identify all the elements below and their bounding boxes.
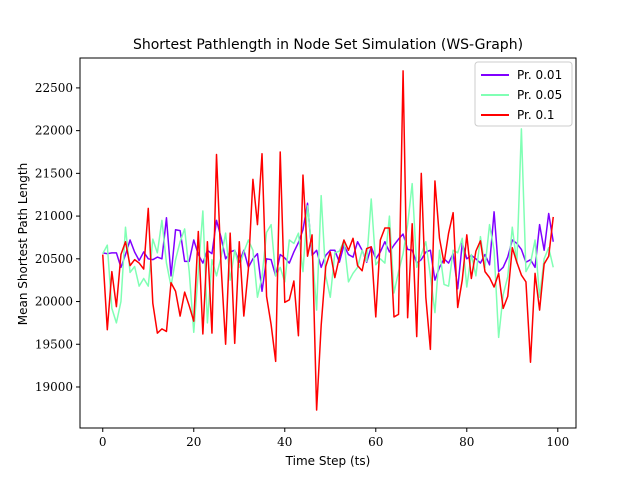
x-tick-label: 20: [186, 435, 201, 449]
x-tick-label: 40: [277, 435, 292, 449]
y-tick-label: 22500: [35, 81, 73, 95]
series-layer: [102, 70, 554, 411]
chart-title: Shortest Pathlength in Node Set Simulati…: [133, 37, 523, 53]
y-tick-label: 21500: [35, 166, 73, 180]
legend-entry-label: Pr. 0.1: [517, 108, 555, 122]
x-tick-label: 100: [546, 435, 569, 449]
legend-entry-label: Pr. 0.01: [517, 68, 562, 82]
plot-area-frame: [79, 57, 577, 429]
series-line-3: [102, 70, 554, 411]
legend-entry-label: Pr. 0.05: [517, 88, 562, 102]
legend-frame: [474, 61, 573, 127]
y-axis-label: Mean Shortest Path Length: [16, 163, 30, 325]
axes-layer: 0 20 40 60 80 100 19000 19500 20000 20500 21000 215…: [35, 57, 577, 449]
x-tick-label: 80: [459, 435, 474, 449]
y-tick-label: 20500: [35, 252, 73, 266]
x-tick-label: 60: [368, 435, 383, 449]
y-tick-label: 22000: [35, 124, 73, 138]
y-tick-label: 20000: [35, 295, 73, 309]
y-tick-label: 19000: [35, 380, 73, 394]
legend: Pr. 0.01 Pr. 0.05 Pr. 0.1: [474, 61, 573, 127]
x-tick-label: 0: [99, 435, 107, 449]
series-line-2: [102, 128, 554, 339]
x-axis-label: Time Step (ts): [285, 454, 371, 468]
y-tick-label: 21000: [35, 209, 73, 223]
y-tick-label: 19500: [35, 337, 73, 351]
